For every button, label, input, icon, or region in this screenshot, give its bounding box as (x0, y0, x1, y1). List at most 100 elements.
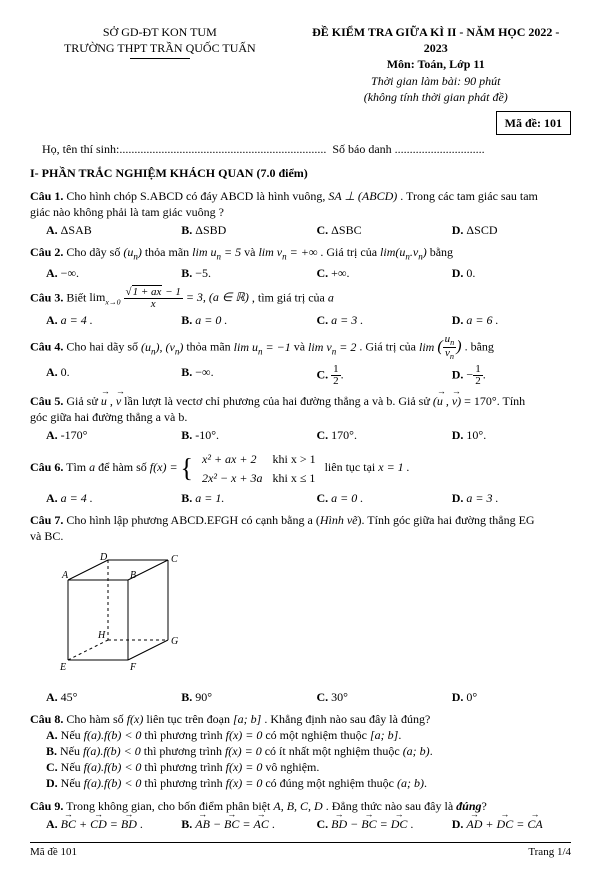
q7-a: Cho hình lập phương ABCD.EFGH có cạnh bằ… (66, 513, 320, 527)
q2-b: thỏa mãn (145, 245, 192, 259)
q7-hv: Hình vẽ (320, 513, 358, 527)
header-underline (130, 58, 190, 59)
q9-options: A. BC + CD = BD . B. AB − BC = AC . C. B… (30, 816, 571, 832)
q8-label: Câu 8. (30, 712, 63, 726)
exam-code-box: Mã đề: 101 (496, 111, 571, 135)
q3-label: Câu 3. (30, 290, 63, 304)
exam-title: ĐỀ KIỂM TRA GIỮA KÌ II - NĂM HỌC 2022 - … (301, 24, 572, 56)
q8-a: Cho hàm số (66, 712, 126, 726)
q1-optC: C. ΔSBC (301, 222, 436, 238)
q5-a: Giả sử (66, 394, 101, 408)
question-8: Câu 8. Cho hàm số f(x) liên tục trên đoạ… (30, 711, 571, 792)
cube-figure: A B C D E F G H (58, 550, 571, 684)
q5-label: Câu 5. (30, 394, 63, 408)
footer-left: Mã đề 101 (30, 845, 77, 860)
q2-optA: A. −∞. (30, 265, 165, 281)
q2-e: bằng (430, 245, 453, 259)
q9-optC: C. BD − BC = DC . (301, 816, 436, 832)
q2-a: Cho dãy số (66, 245, 123, 259)
q3-optA: A. a = 4 . (30, 312, 165, 328)
footer: Mã đề 101 Trang 1/4 (30, 842, 571, 860)
q9-optD: D. AD + DC = CA (436, 816, 571, 832)
q5-options: A. -170° B. -10°. C. 170°. D. 10°. (30, 427, 571, 443)
id-label: Số báo danh (332, 142, 391, 156)
q3-options: A. a = 4 . B. a = 0 . C. a = 3 . D. a = … (30, 312, 571, 328)
cube-icon: A B C D E F G H (58, 550, 208, 680)
q1-text-c: giác nào không phải là tam giác vuông ? (30, 205, 224, 219)
question-5: Câu 5. Giả sử u , v lần lượt là vectơ ch… (30, 393, 571, 444)
svg-text:D: D (99, 552, 108, 563)
q1-options: A. ΔSAB B. ΔSBD C. ΔSBC D. ΔSCD (30, 222, 571, 238)
q8-c: . Khẳng định nào sau đây là đúng? (264, 712, 430, 726)
name-label: Họ, tên thí sinh: (42, 142, 119, 156)
section-title: I- PHẦN TRẮC NGHIỆM KHÁCH QUAN (7.0 điểm… (30, 165, 571, 181)
footer-right: Trang 1/4 (528, 845, 571, 860)
q5-optA: A. -170° (30, 427, 165, 443)
duration-note: (không tính thời gian phát đề) (301, 89, 572, 105)
svg-text:C: C (171, 554, 178, 565)
q6-optB: B. a = 1. (165, 490, 300, 506)
q1-math: SA ⊥ (ABCD) (328, 189, 397, 203)
q7-label: Câu 7. (30, 513, 63, 527)
q6-label: Câu 6. (30, 460, 63, 474)
svg-text:B: B (130, 570, 136, 581)
q2-optC: C. +∞. (301, 265, 436, 281)
question-2: Câu 2. Cho dãy số (un) thỏa mãn lim un =… (30, 244, 571, 281)
question-4: Câu 4. Cho hai dãy số (un), (vn) thỏa mã… (30, 334, 571, 387)
q1-optD: D. ΔSCD (436, 222, 571, 238)
q6-a: Tìm (66, 460, 89, 474)
q1-optA: A. ΔSAB (30, 222, 165, 238)
q3-optD: D. a = 6 . (436, 312, 571, 328)
q1-text-b: . Trong các tam giác sau tam (400, 189, 538, 203)
q7-optC: C. 30° (301, 689, 436, 705)
q8-b: liên tục trên đoạn (146, 712, 233, 726)
duration-line: Thời gian làm bài: 90 phút (301, 73, 572, 89)
q4-optC: C. 12. (301, 364, 436, 387)
q4-label: Câu 4. (30, 340, 63, 354)
q5-c: = 170°. Tính (464, 394, 525, 408)
question-1: Câu 1. Cho hình chóp S.ABCD có đáy ABCD … (30, 188, 571, 239)
question-3: Câu 3. Biết limx→0 1 + ax − 1x = 3, (a ∈… (30, 287, 571, 328)
q7-c: và BC. (30, 529, 63, 543)
svg-text:F: F (129, 662, 137, 673)
q3-a: Biết (66, 290, 89, 304)
svg-text:A: A (61, 570, 69, 581)
header-left: SỞ GD-ĐT KON TUM TRƯỜNG THPT TRẦN QUỐC T… (30, 24, 290, 105)
header-right: ĐỀ KIỂM TRA GIỮA KÌ II - NĂM HỌC 2022 - … (301, 24, 572, 105)
q5-optC: C. 170°. (301, 427, 436, 443)
q3-b: , tìm giá trị của (252, 290, 328, 304)
q7-b: ). Tính góc giữa hai đường thẳng EG (358, 513, 535, 527)
svg-text:E: E (59, 662, 66, 673)
q2-options: A. −∞. B. −5. C. +∞. D. 0. (30, 265, 571, 281)
svg-text:G: G (171, 636, 178, 647)
subject-line: Môn: Toán, Lớp 11 (301, 56, 572, 72)
q1-label: Câu 1. (30, 189, 63, 203)
q7-optB: B. 90° (165, 689, 300, 705)
piecewise: x² + ax + 2khi x > 1 2x² − x + 3akhi x ≤… (196, 449, 322, 487)
q2-d: . Giá trị của (320, 245, 380, 259)
q5-optD: D. 10°. (436, 427, 571, 443)
student-line: Họ, tên thí sinh:.......................… (30, 141, 571, 157)
q2-optB: B. −5. (165, 265, 300, 281)
dept-line: SỞ GD-ĐT KON TUM (30, 24, 290, 40)
question-7: Câu 7. Cho hình lập phương ABCD.EFGH có … (30, 512, 571, 705)
q4-e: . bằng (465, 340, 494, 354)
q4-a: Cho hai dãy số (66, 340, 141, 354)
q2-optD: D. 0. (436, 265, 571, 281)
q4-b: thỏa mãn (186, 340, 233, 354)
q5-d: góc giữa hai đường thẳng a và b. (30, 410, 187, 424)
q6-options: A. a = 4 . B. a = 1. C. a = 0 . D. a = 3… (30, 490, 571, 506)
q3-optB: B. a = 0 . (165, 312, 300, 328)
q8-optB: B. Nếu f(a).f(b) < 0 thì phương trình f(… (46, 743, 571, 759)
q6-b: để hàm số (98, 460, 150, 474)
question-9: Câu 9. Trong không gian, cho bốn điểm ph… (30, 798, 571, 832)
q1-optB: B. ΔSBD (165, 222, 300, 238)
q6-optA: A. a = 4 . (30, 490, 165, 506)
q7-options: A. 45° B. 90° C. 30° D. 0° (30, 689, 571, 705)
school-line: TRƯỜNG THPT TRẦN QUỐC TUẤN (30, 40, 290, 56)
q9-optA: A. BC + CD = BD . (30, 816, 165, 832)
svg-text:H: H (97, 630, 106, 641)
q5-optB: B. -10°. (165, 427, 300, 443)
q2-c: và (244, 245, 258, 259)
q7-optA: A. 45° (30, 689, 165, 705)
